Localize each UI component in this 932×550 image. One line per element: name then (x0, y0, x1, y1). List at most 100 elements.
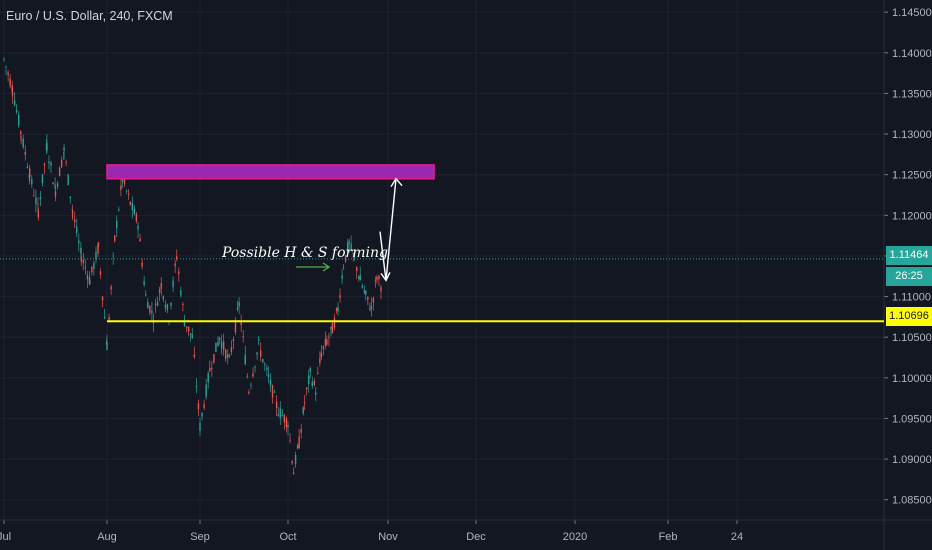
candle-body (361, 285, 363, 288)
candle-body (353, 257, 356, 258)
candle-body (337, 307, 339, 312)
candle-body (372, 297, 375, 303)
time-axis[interactable]: Jul Aug Sep Oct Nov Dec 2020 Feb 24 (0, 519, 932, 543)
candle-body (322, 346, 325, 349)
price-axis[interactable]: 1.14500 1.14000 1.13500 1.13000 1.12500 1.120… (883, 0, 932, 550)
candle-body (264, 363, 266, 365)
candle-body (315, 392, 317, 395)
candle-body (370, 305, 373, 309)
candle-body (302, 407, 304, 414)
candle-body (234, 319, 237, 333)
target-zone[interactable] (106, 164, 435, 180)
candle-body (248, 391, 250, 394)
candle-body (29, 168, 31, 177)
candle-body (252, 373, 254, 377)
candle-body (246, 376, 249, 378)
candle-body (273, 391, 276, 393)
projection-arrow-head (390, 177, 403, 188)
candle-body (213, 354, 215, 363)
candle-body (369, 308, 371, 311)
candle-body (35, 197, 37, 204)
candle-body (376, 276, 378, 280)
price-tick-label: 1.09500 (892, 413, 932, 425)
candle-body (174, 263, 176, 267)
candle-body (86, 275, 89, 280)
candle-body (7, 72, 9, 75)
candle-body (367, 296, 369, 300)
candle-body (18, 115, 20, 126)
candle-body (78, 240, 80, 244)
price-tick-label: 1.10500 (892, 332, 932, 344)
candle-body (71, 209, 73, 211)
candle-body (291, 461, 293, 464)
candle-body (303, 402, 306, 404)
candle-body (209, 367, 211, 372)
annotation-text[interactable]: Possible H & S forming (222, 245, 388, 261)
candle-body (352, 253, 354, 254)
candle-body (103, 316, 106, 319)
chart-title: Euro / U.S. Dollar, 240, FXCM (6, 9, 173, 23)
candle-body (63, 147, 65, 151)
candle-body (170, 302, 172, 306)
candle-body (191, 334, 193, 339)
candle-body (3, 58, 5, 60)
time-tick-label: 2020 (563, 531, 587, 543)
support-price-badge: 1.10696 (886, 307, 932, 326)
candle-body (335, 308, 338, 311)
candle-body (269, 379, 272, 386)
candle-body (99, 271, 102, 275)
candle-body (197, 403, 200, 410)
candle-body (257, 339, 260, 341)
candle-body (97, 244, 99, 254)
candle-body (154, 303, 157, 306)
candle-body (56, 183, 59, 187)
candle-body (54, 184, 56, 189)
candle-body (112, 255, 114, 257)
candle-body (306, 387, 308, 390)
candle-body (60, 160, 63, 168)
candle-body (313, 381, 316, 385)
candle-body (207, 373, 209, 383)
candle-body (342, 267, 345, 269)
candle-body (341, 275, 343, 280)
candle-body (74, 219, 76, 222)
price-tick-label: 1.14000 (892, 48, 932, 60)
candle-body (267, 374, 270, 377)
candle-body (145, 294, 147, 296)
candle-body (82, 259, 84, 264)
candle-body (279, 408, 281, 418)
candle-body (287, 424, 289, 428)
candle-body (182, 303, 184, 306)
candle-body (151, 310, 153, 314)
candle-body (54, 191, 57, 197)
candle-body (24, 152, 26, 155)
candle-body (271, 385, 274, 398)
price-tick-label: 1.08500 (892, 495, 932, 507)
candle-body (123, 179, 126, 184)
candle-body (193, 354, 195, 357)
time-tick-label: 24 (731, 531, 743, 543)
candle-body (225, 349, 227, 359)
candle-body (218, 337, 221, 341)
candle-body (143, 281, 145, 285)
price-tick-label: 1.09000 (892, 454, 932, 466)
candle-body (300, 428, 302, 433)
candle-body (39, 197, 42, 200)
drawings[interactable] (0, 164, 884, 323)
time-tick-label: Jul (0, 531, 11, 543)
candle-body (215, 342, 217, 352)
candle-body (308, 375, 310, 385)
candle-body (176, 256, 178, 260)
candle-body (262, 359, 264, 363)
candle-body (131, 203, 133, 211)
annotation-arrow-head (322, 262, 331, 272)
candle-body (294, 454, 297, 465)
candles (3, 57, 382, 475)
candle-body (84, 267, 87, 269)
candle-body (331, 322, 334, 334)
price-tick-label: 1.12500 (892, 170, 932, 182)
time-tick-label: Sep (190, 531, 210, 543)
candle-body (363, 290, 366, 293)
